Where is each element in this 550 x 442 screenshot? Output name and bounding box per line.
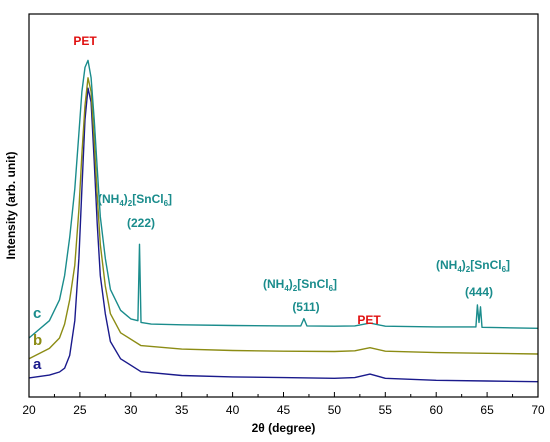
formula-subscript: 6 [329, 284, 334, 293]
series-line-a [28, 87, 539, 383]
annotation-pet-main: PET [73, 34, 97, 48]
x-tick-label: 60 [430, 403, 444, 417]
formula-text: ) [462, 258, 466, 272]
formula-subscript: 4 [457, 265, 462, 274]
x-axis-title: 2θ (degree) [252, 421, 316, 435]
formula-text: (NH [263, 277, 284, 291]
formula-text: ) [289, 277, 293, 291]
formula-text: ] [333, 277, 337, 291]
annotation-phase-511-hkl: (511) [292, 300, 319, 314]
annotation-pet-second: PET [357, 313, 381, 327]
y-axis-title: Intensity (arb. unit) [4, 151, 18, 259]
x-tick-label: 40 [226, 403, 240, 417]
series-label-c: c [33, 305, 41, 322]
formula-text: [SnCl [132, 192, 163, 206]
series-label-a: a [33, 356, 42, 373]
formula-subscript: 2 [293, 284, 298, 293]
formula-text: (NH [98, 192, 119, 206]
formula-text: (NH [436, 258, 457, 272]
x-tick-label: 30 [124, 403, 138, 417]
annotation-phase-511-formula: (NH4)2[SnCl6] [263, 277, 337, 293]
x-tick-label: 65 [480, 403, 494, 417]
series-line-b [28, 77, 539, 360]
annotation-phase-222-formula: (NH4)2[SnCl6] [98, 192, 172, 208]
formula-text: ] [168, 192, 172, 206]
formula-subscript: 4 [119, 199, 124, 208]
x-tick-label: 55 [379, 403, 393, 417]
annotation-phase-444-hkl: (444) [465, 285, 493, 299]
formula-subscript: 6 [502, 265, 507, 274]
formula-text: ] [506, 258, 510, 272]
x-tick-label: 70 [531, 403, 545, 417]
formula-subscript: 2 [128, 199, 133, 208]
formula-text: ) [124, 192, 128, 206]
formula-subscript: 4 [284, 284, 289, 293]
x-tick-label: 50 [328, 403, 342, 417]
x-tick-label: 35 [175, 403, 189, 417]
x-tick-label: 45 [277, 403, 291, 417]
formula-subscript: 2 [466, 265, 471, 274]
annotation-phase-444-formula: (NH4)2[SnCl6] [436, 258, 510, 274]
formula-text: [SnCl [297, 277, 328, 291]
x-tick-label: 25 [73, 403, 87, 417]
x-tick-label: 20 [22, 403, 36, 417]
annotation-phase-222-hkl: (222) [127, 216, 155, 230]
formula-text: [SnCl [470, 258, 501, 272]
formula-subscript: 6 [164, 199, 169, 208]
series-label-b: b [33, 332, 42, 349]
series-line-c [28, 59, 539, 339]
